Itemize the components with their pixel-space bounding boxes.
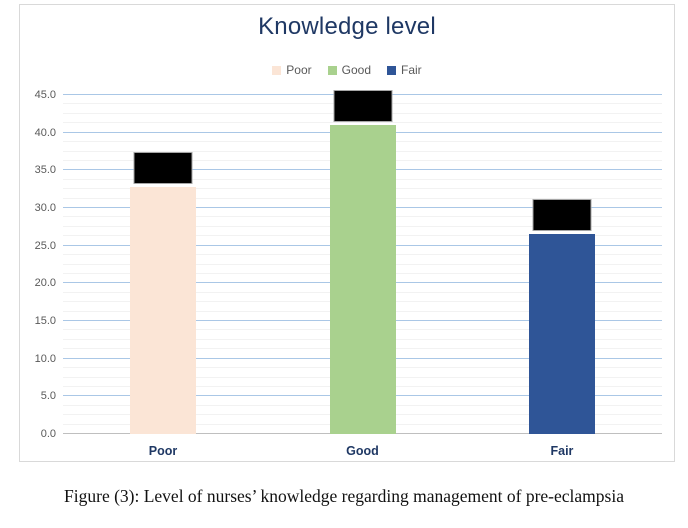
- figure-caption: Figure (3): Level of nurses’ knowledge r…: [64, 486, 624, 506]
- category-label-poor: Poor: [148, 444, 178, 458]
- y-axis-tick-label: 35.0: [34, 164, 56, 177]
- legend-label: Fair: [401, 63, 422, 77]
- minor-gridline: [63, 122, 662, 124]
- legend-item-good: Good: [327, 63, 372, 77]
- y-axis-tick-label: 5.0: [40, 390, 56, 403]
- y-axis-tick-label: 25.0: [34, 239, 56, 252]
- y-axis-tick-label: 20.0: [34, 277, 56, 290]
- legend-label: Poor: [286, 63, 312, 77]
- chart-title: Knowledge level: [258, 13, 436, 40]
- legend-label: Good: [341, 63, 372, 77]
- category-label-fair: Fair: [550, 444, 574, 458]
- legend: Poor Good Fair: [20, 63, 674, 77]
- legend-item-poor: Poor: [272, 63, 312, 77]
- data-label-black-box: [133, 151, 193, 184]
- legend-swatch-poor: [272, 65, 282, 75]
- legend-swatch-fair: [387, 65, 397, 75]
- data-label-black-box: [333, 90, 392, 123]
- bar-poor: [130, 186, 197, 434]
- bar-fair: [528, 234, 595, 434]
- legend-swatch-good: [327, 65, 337, 75]
- plot-area: 0.0 5.0 10.0 15.0 20.0 25.0 30.0 35.0 40.0 45.0 Po…: [35, 89, 662, 458]
- y-axis-tick-label: 10.0: [34, 352, 56, 365]
- data-label-black-box: [532, 199, 592, 232]
- chart-frame: Knowledge level Poor Good Fair 0.0 5.0 10.0 1…: [19, 4, 675, 462]
- y-axis-tick-label: 15.0: [34, 315, 56, 327]
- y-axis-tick-label: 0.0: [40, 428, 56, 440]
- bar-good: [329, 125, 396, 434]
- y-axis-tick-label: 45.0: [34, 89, 56, 101]
- legend-item-fair: Fair: [387, 63, 422, 77]
- y-axis-tick-label: 40.0: [34, 126, 56, 139]
- category-label-good: Good: [346, 444, 379, 458]
- y-axis-tick-label: 30.0: [34, 202, 56, 214]
